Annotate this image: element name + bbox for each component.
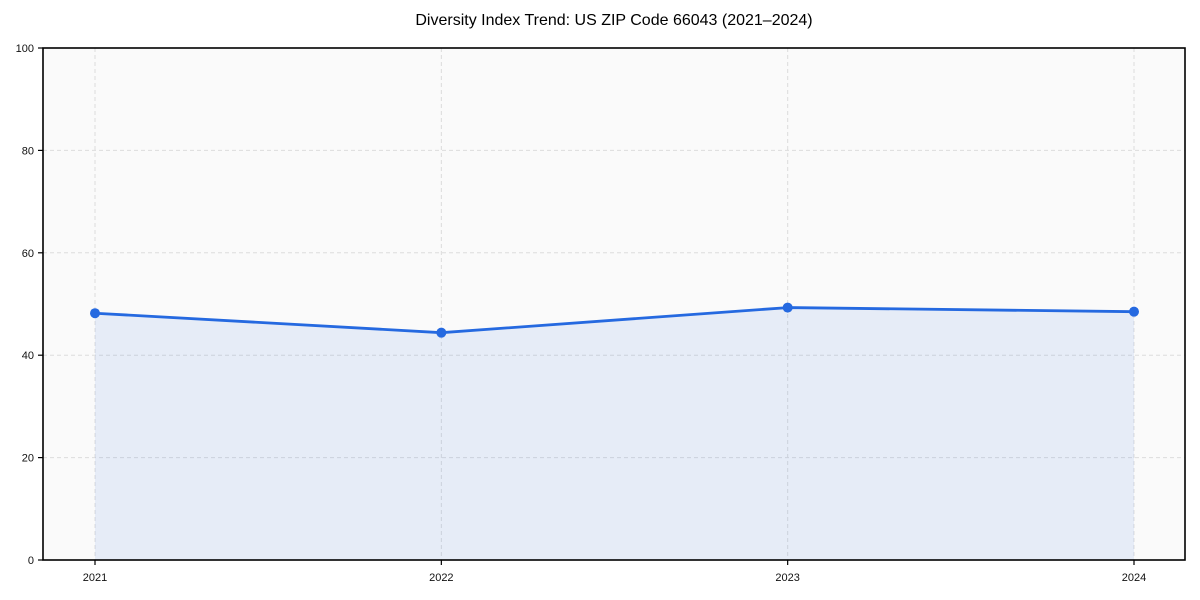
plot-area <box>43 48 1185 560</box>
x-tick-label: 2023 <box>775 572 799 584</box>
y-tick-label: 0 <box>28 555 34 567</box>
data-point-2022 <box>436 327 447 338</box>
data-point-2023 <box>782 302 793 313</box>
area-fill <box>95 307 1134 560</box>
x-tick-label: 2022 <box>429 572 453 584</box>
plot-border <box>42 47 1186 561</box>
y-tick-label: 20 <box>22 453 34 465</box>
data-point-2024 <box>1129 306 1139 317</box>
y-tick-label: 60 <box>22 248 34 260</box>
trend-line <box>93 306 1136 335</box>
data-point-2021 <box>90 308 100 319</box>
y-tick-label: 80 <box>22 145 34 157</box>
y-tick-label: 40 <box>22 350 34 362</box>
chart-title: Diversity Index Trend: US ZIP Code 66043… <box>415 12 813 29</box>
x-tick-label: 2021 <box>83 572 107 584</box>
x-tick-label: 2024 <box>1122 572 1146 584</box>
y-tick-label: 100 <box>16 43 34 55</box>
